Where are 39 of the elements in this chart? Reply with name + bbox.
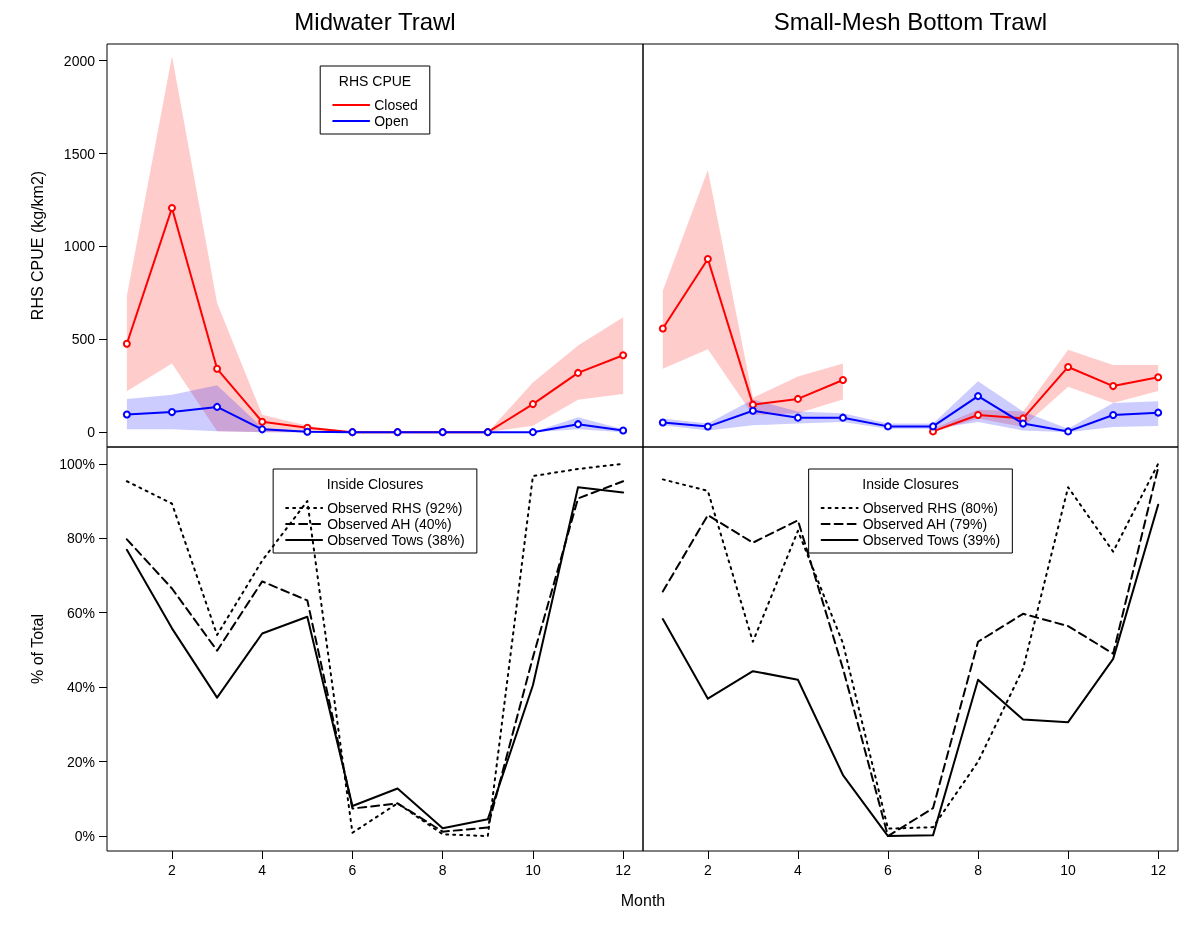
x-tick-label: 2 [703,862,712,878]
legend-title: RHS CPUE [338,73,412,89]
x-tick-label: 6 [884,862,893,878]
chart-title: Midwater Trawl [294,7,456,35]
x-tick-label: 8 [974,862,983,878]
legend-label: Closed [374,97,418,113]
y-tick-label: 1500 [63,145,96,162]
x-axis-title: Month [620,891,666,909]
legend-label: Observed Tows (38%) [327,532,465,548]
legend-title: Inside Closures [862,476,959,492]
y-tick-label: 100% [59,455,95,472]
y-tick-label: 60% [66,604,95,621]
x-tick-label: 10 [525,862,541,878]
legend-title: Inside Closures [326,476,424,492]
x-tick-label: 12 [615,862,632,878]
y-tick-label: 40% [66,679,95,696]
y-tick-label: 500 [71,331,96,348]
x-tick-label: 4 [258,862,267,878]
legend-label: Observed AH (40%) [327,516,452,532]
y-tick-label: 20% [66,753,95,770]
y-axis-title: RHS CPUE (kg/km2) [28,170,46,321]
legend-label: Observed Tows (39%) [862,532,1001,548]
chart-title: Small-Mesh Bottom Trawl [773,7,1048,35]
y-tick-label: 0 [87,424,96,441]
y-tick-label: 0% [74,828,95,845]
legend-label: Observed RHS (80%) [862,500,999,516]
y-tick-label: 1000 [63,238,96,255]
legend-label: Observed AH (79%) [862,516,988,532]
y-axis-title: % of Total [28,614,46,684]
x-tick-label: 8 [438,862,447,878]
x-tick-label: 2 [168,862,177,878]
x-tick-label: 12 [1150,862,1167,878]
y-tick-label: 80% [66,530,95,547]
legend-label: Observed RHS (92%) [327,500,463,516]
legend-label: Open [374,113,409,129]
x-tick-label: 10 [1060,862,1077,878]
x-tick-label: 4 [794,862,803,878]
x-tick-label: 6 [348,862,357,878]
y-tick-label: 2000 [63,52,96,69]
